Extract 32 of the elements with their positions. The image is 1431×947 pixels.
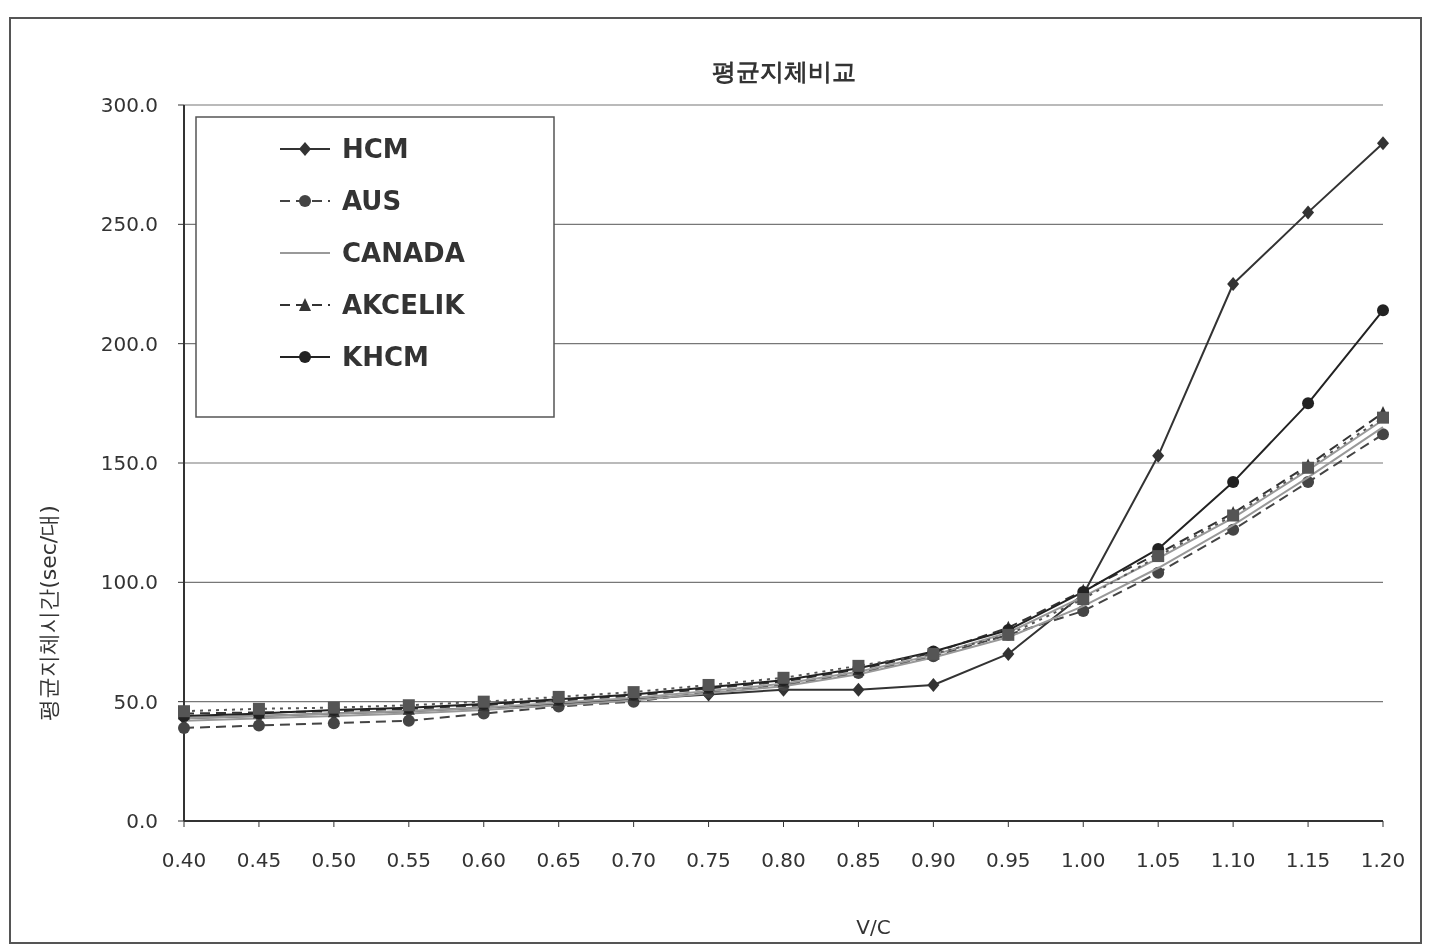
legend-label: CANADA bbox=[342, 238, 465, 268]
x-tick-label: 0.85 bbox=[836, 848, 881, 872]
x-tick-label: 1.00 bbox=[1060, 848, 1106, 872]
chart-title: 평균지체비교 bbox=[711, 58, 856, 86]
x-tick-label: 0.70 bbox=[611, 848, 656, 872]
x-axis-title: V/C bbox=[856, 915, 891, 939]
x-tick-label: 0.95 bbox=[986, 848, 1031, 872]
x-tick-label: 1.20 bbox=[1360, 848, 1406, 872]
x-tick-label: 0.55 bbox=[386, 848, 432, 872]
legend-label: HCM bbox=[342, 134, 409, 164]
legend-label: AUS bbox=[342, 186, 402, 216]
y-tick-label: 150.0 bbox=[100, 451, 158, 475]
x-tick-label: 1.05 bbox=[1135, 848, 1181, 872]
y-tick-label: 250.0 bbox=[100, 212, 158, 237]
x-tick-label: 1.15 bbox=[1285, 848, 1331, 872]
y-tick-label: 300.0 bbox=[100, 93, 158, 117]
y-tick-label: 200.0 bbox=[100, 331, 158, 356]
x-tick-label: 0.65 bbox=[536, 848, 581, 872]
x-tick-label: 0.80 bbox=[761, 848, 806, 872]
x-tick-label: 0.90 bbox=[911, 848, 956, 872]
x-tick-label: 1.10 bbox=[1210, 848, 1256, 872]
x-tick-label: 0.45 bbox=[236, 848, 282, 872]
x-tick-label: 0.75 bbox=[686, 848, 731, 872]
y-tick-label: 100.0 bbox=[100, 570, 158, 595]
y-tick-label: 0.0 bbox=[126, 809, 158, 833]
y-tick-label: 50.0 bbox=[113, 689, 158, 714]
y-axis-title: 평균지체시간(sec/대) bbox=[36, 505, 61, 721]
x-tick-label: 0.40 bbox=[161, 848, 207, 872]
x-tick-label: 0.60 bbox=[461, 848, 507, 872]
legend-label: KHCM bbox=[342, 342, 429, 372]
x-tick-label: 0.50 bbox=[311, 848, 357, 872]
legend-label: AKCELIK bbox=[342, 290, 466, 320]
